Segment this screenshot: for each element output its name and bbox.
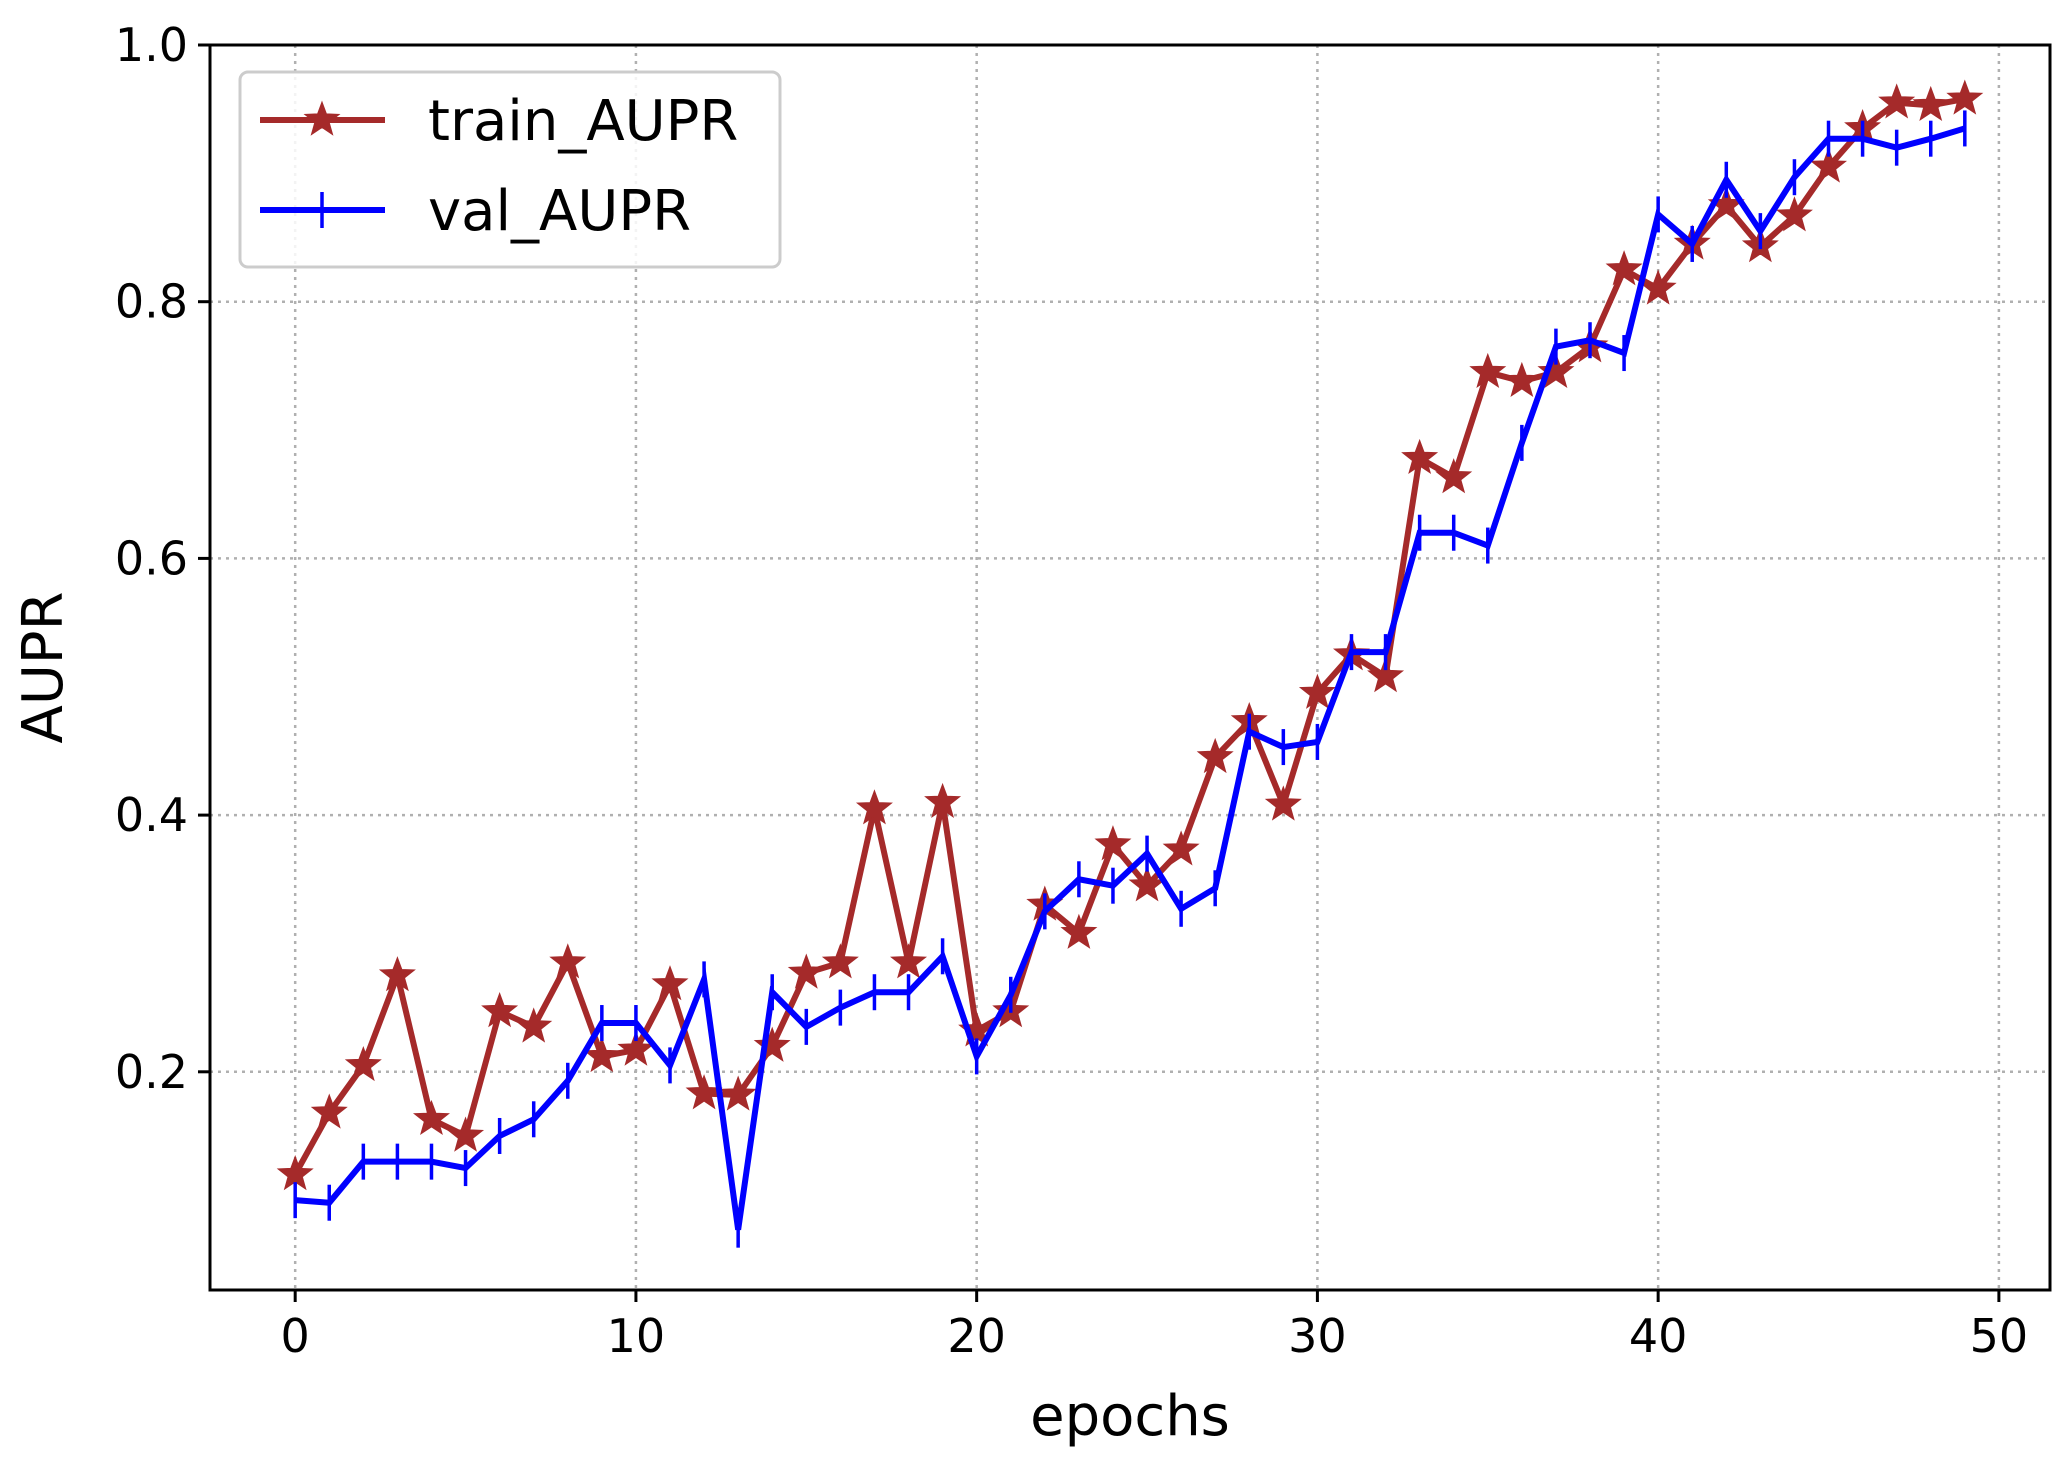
data-point-train_AUPR [924,782,962,818]
data-point-train_AUPR [515,1007,553,1043]
data-point-train_AUPR [1810,147,1848,183]
data-point-train_AUPR [481,992,519,1028]
x-tick-label: 50 [1970,1309,2029,1363]
data-point-train_AUPR [412,1099,450,1136]
data-point-train_AUPR [1435,458,1473,494]
data-point-train_AUPR [617,1030,655,1066]
data-point-train_AUPR [1094,825,1132,861]
data-point-train_AUPR [1946,79,1984,115]
legend: train_AUPR val_AUPR [238,70,782,269]
y-axis-label: AUPR [11,592,76,744]
data-point-train_AUPR [1878,83,1916,119]
data-point-train_AUPR [1298,673,1336,709]
data-point-train_AUPR [378,956,416,992]
data-point-train_AUPR [1775,196,1813,232]
data-point-train_AUPR [855,789,893,825]
plot-frame [208,43,2052,1292]
series-line-val_AUPR [294,125,1966,1231]
legend-label-train_AUPR: train_AUPR [428,89,738,154]
data-point-train_AUPR [1469,352,1507,389]
x-tick-label: 10 [607,1309,666,1363]
x-tick-label: 40 [1629,1309,1688,1363]
x-tick-label: 20 [947,1309,1006,1363]
data-point-train_AUPR [1401,438,1439,475]
y-tick-label: 0.8 [115,275,188,329]
data-point-train_AUPR [651,965,689,1001]
legend-marker-train_AUPR [303,100,341,136]
y-tick-label: 1.0 [115,18,188,72]
data-point-train_AUPR [1537,352,1575,389]
legend-label-val_AUPR: val_AUPR [428,179,691,244]
series-val_AUPR [293,110,1967,1248]
data-point-train_AUPR [753,1026,791,1062]
data-point-train_AUPR [1162,830,1200,866]
data-point-train_AUPR [821,943,859,979]
series-layer [276,79,1984,1248]
data-point-train_AUPR [1264,785,1302,821]
data-point-train_AUPR [549,943,587,979]
data-point-train_AUPR [1060,913,1098,949]
data-point-train_AUPR [787,953,825,989]
y-tick-label: 0.6 [115,531,188,585]
x-tick-label: 0 [281,1309,310,1363]
data-point-train_AUPR [1912,85,1950,122]
y-tick-label: 0.4 [115,788,188,842]
axis-ticks: 0 10 20 30 40 50 0.2 0.4 0.6 0.8 1.0 [115,18,2028,1363]
data-point-train_AUPR [1639,269,1677,305]
x-axis-label: epochs [1030,1384,1230,1449]
data-point-train_AUPR [447,1116,485,1152]
data-point-train_AUPR [1196,737,1234,774]
y-tick-label: 0.2 [115,1045,188,1099]
data-point-train_AUPR [1503,361,1541,398]
data-point-train_AUPR [1605,250,1643,286]
data-point-train_AUPR [719,1075,757,1111]
data-point-train_AUPR [890,943,928,979]
data-point-train_AUPR [310,1093,348,1129]
data-point-train_AUPR [276,1155,314,1191]
data-point-train_AUPR [1367,657,1405,693]
x-tick-label: 30 [1288,1309,1347,1363]
data-point-train_AUPR [344,1045,382,1082]
